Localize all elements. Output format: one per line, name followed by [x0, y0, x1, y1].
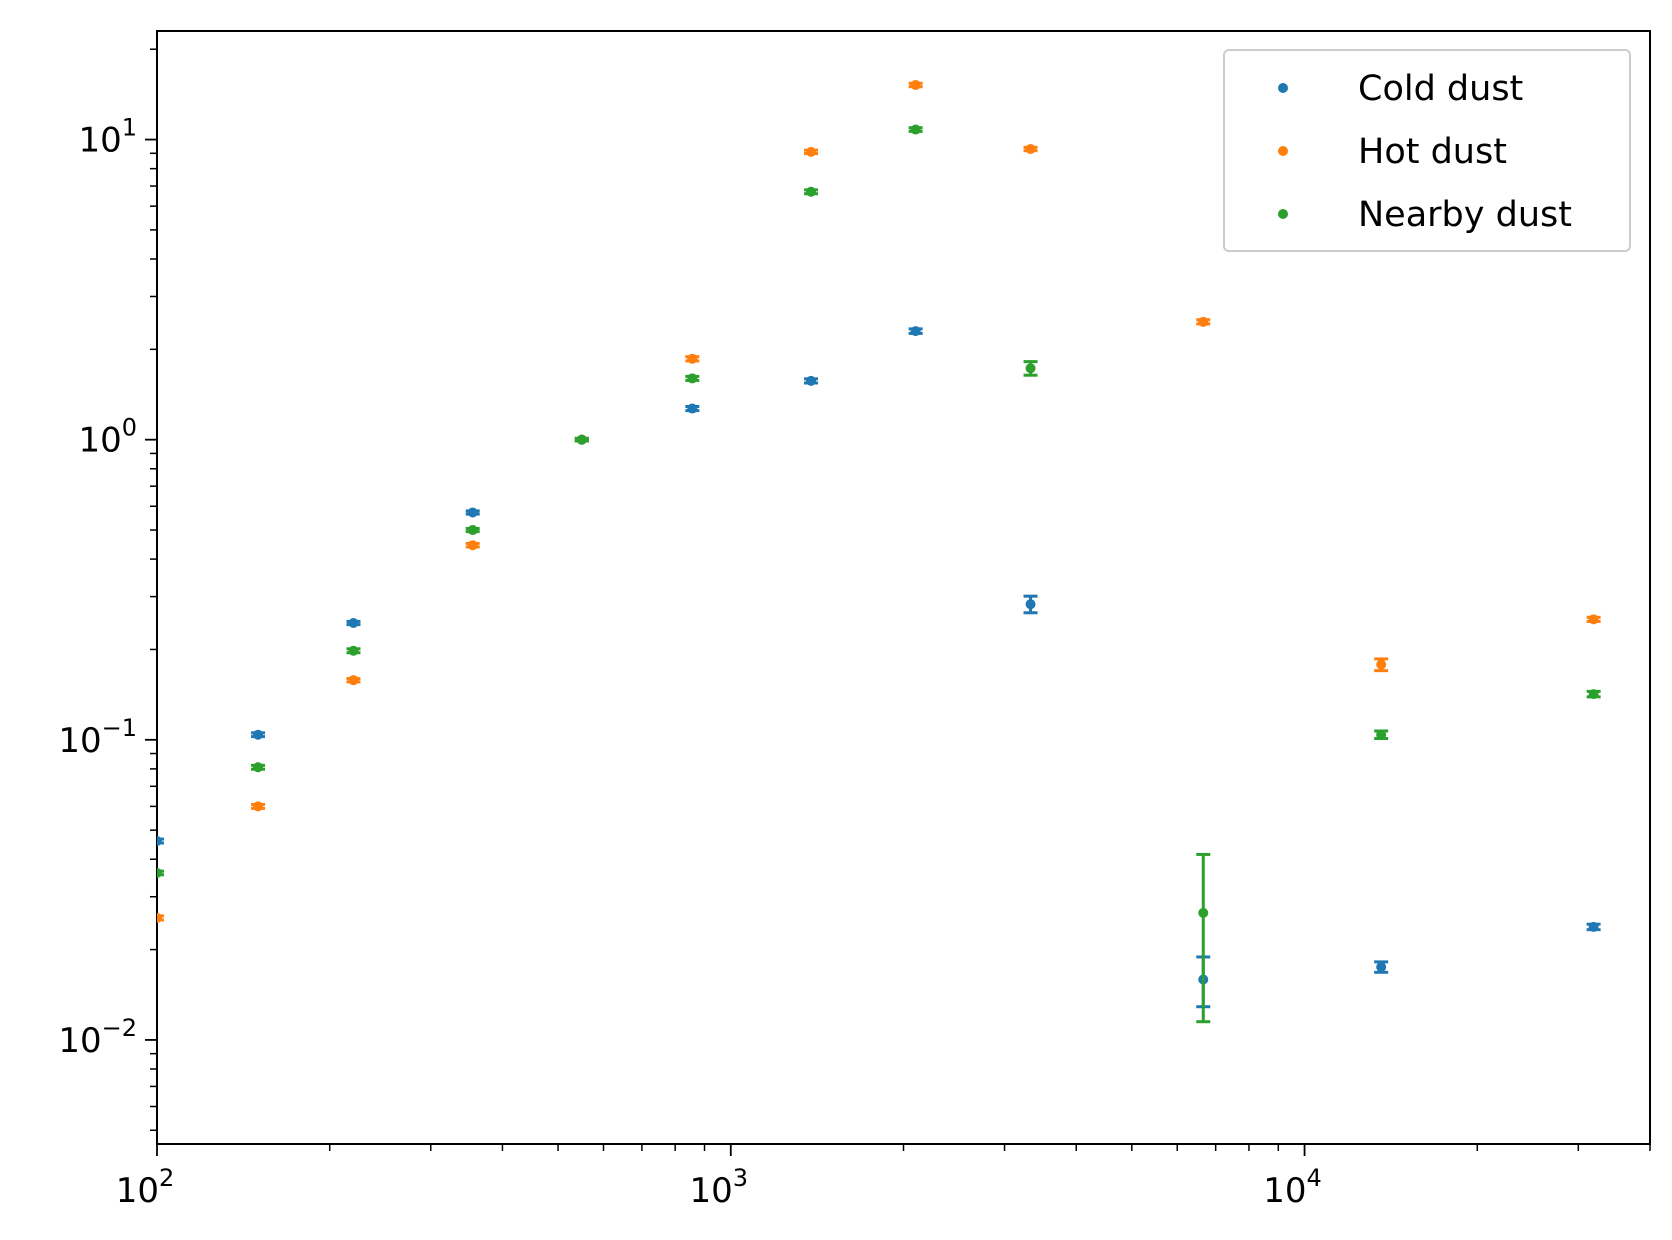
data-point — [910, 326, 921, 337]
legend-marker — [1278, 83, 1288, 93]
data-point — [687, 403, 698, 414]
data-point — [467, 540, 478, 551]
error-bar — [157, 914, 164, 922]
data-point — [1025, 144, 1036, 155]
major-ticks: 102 103 104 10−2 10−1 100 101 — [58, 114, 1321, 1211]
data-point — [1588, 689, 1599, 700]
data-point — [806, 186, 817, 197]
minor-ticks — [150, 48, 1651, 1151]
data-point — [1376, 659, 1387, 670]
data-point — [1376, 729, 1387, 740]
y-tick-label: 101 — [78, 114, 137, 161]
data-point — [687, 373, 698, 384]
data-point — [348, 675, 359, 686]
data-point — [687, 353, 698, 364]
data-point — [1025, 363, 1036, 374]
data-point — [253, 762, 264, 773]
data-point — [806, 375, 817, 386]
x-tick-label: 103 — [690, 1164, 749, 1211]
error-bar — [1196, 852, 1211, 1024]
y-tick-label: 10−2 — [58, 1014, 137, 1061]
data-point — [157, 836, 162, 847]
data-point — [1376, 961, 1387, 972]
data-point — [157, 867, 162, 878]
data-point — [1588, 614, 1599, 625]
error-bar — [157, 869, 164, 877]
legend-box — [1223, 49, 1631, 252]
data-point — [467, 525, 478, 536]
error-bar — [157, 837, 164, 845]
data-point — [253, 729, 264, 740]
data-point — [576, 434, 587, 445]
data-point — [806, 146, 817, 157]
data-point — [1198, 907, 1209, 918]
data-point — [348, 645, 359, 656]
legend-marker — [1278, 209, 1288, 219]
y-tick-label: 100 — [78, 414, 137, 461]
x-tick-label: 104 — [1263, 1164, 1322, 1211]
data-point — [1588, 921, 1599, 932]
legend: Cold dust Hot dust Nearby dust — [1223, 49, 1631, 252]
y-tick-label: 10−1 — [58, 714, 137, 761]
legend-label: Nearby dust — [1358, 195, 1572, 235]
series-nearby-dust — [157, 124, 1601, 1024]
data-point — [1198, 316, 1209, 327]
legend-label: Hot dust — [1358, 132, 1507, 172]
series-layer — [157, 79, 1601, 1024]
legend-marker — [1278, 146, 1288, 156]
data-point — [467, 507, 478, 518]
series-hot-dust — [157, 79, 1601, 923]
data-point — [1025, 599, 1036, 610]
data-point — [348, 618, 359, 629]
x-tick-label: 102 — [116, 1164, 175, 1211]
legend-label: Cold dust — [1358, 69, 1523, 109]
data-point — [253, 801, 264, 812]
data-point — [157, 912, 162, 923]
data-point — [910, 79, 921, 90]
data-point — [910, 124, 921, 135]
